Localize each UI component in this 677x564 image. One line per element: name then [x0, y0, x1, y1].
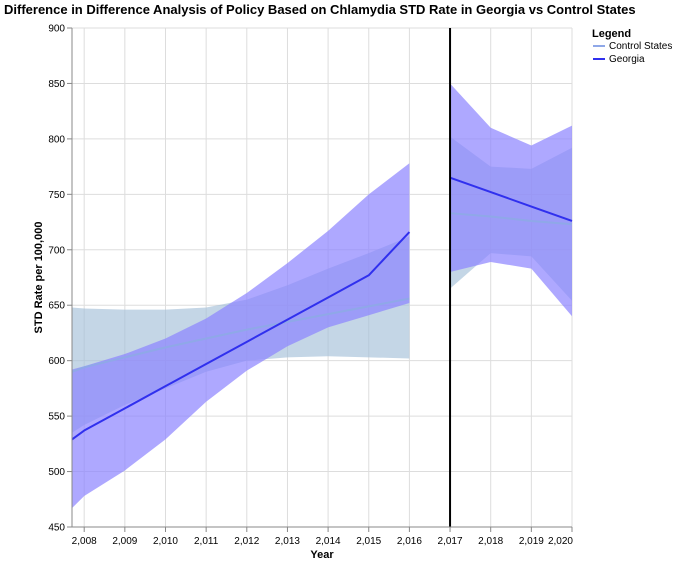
y-tick-label: 850 — [48, 79, 65, 90]
x-tick-label: 2,009 — [112, 536, 137, 547]
legend: Legend Control States Georgia — [592, 28, 672, 65]
x-tick-label: 2,018 — [478, 536, 503, 547]
axes: 450 500 550 600 650 700 750 800 850 900 2,008 2,009… — [48, 24, 573, 548]
y-tick-label: 900 — [48, 24, 65, 35]
x-tick-label: 2,012 — [234, 536, 259, 547]
y-tick-label: 450 — [48, 523, 65, 534]
x-tick-label: 2,014 — [316, 536, 341, 547]
x-tick-label: 2,020 — [548, 536, 573, 547]
y-axis-title: STD Rate per 100,000 — [33, 222, 45, 334]
y-tick-label: 550 — [48, 412, 65, 423]
georgia-pre-band — [72, 163, 410, 509]
x-tick-label: 2,016 — [397, 536, 422, 547]
control-states-pre-line — [71, 297, 410, 373]
x-tick-label: 2,017 — [438, 536, 463, 547]
georgia-post-line — [449, 176, 573, 222]
georgia-pre-line — [71, 231, 411, 441]
confidence-bands — [72, 83, 572, 509]
control-states-post-line — [449, 212, 573, 226]
x-tick-label: 2,008 — [72, 536, 97, 547]
x-axis-title: Year — [310, 549, 334, 561]
y-tick-label: 750 — [48, 190, 65, 201]
y-tick-label: 700 — [48, 245, 65, 256]
x-tick-label: 2,011 — [194, 536, 219, 547]
y-tick-label: 500 — [48, 467, 65, 478]
y-tick-label: 800 — [48, 134, 65, 145]
trend-lines — [71, 28, 573, 527]
x-tick-label: 2,015 — [356, 536, 381, 547]
legend-label-georgia: Georgia — [609, 54, 645, 65]
y-tick-label: 600 — [48, 356, 65, 367]
y-tick-label: 650 — [48, 301, 65, 312]
legend-title: Legend — [592, 28, 631, 40]
x-tick-label: 2,010 — [153, 536, 178, 547]
x-tick-label: 2,013 — [275, 536, 300, 547]
x-tick-label: 2,019 — [519, 536, 544, 547]
legend-label-control-states: Control States — [609, 41, 672, 52]
chart-title: Difference in Difference Analysis of Pol… — [4, 2, 636, 17]
